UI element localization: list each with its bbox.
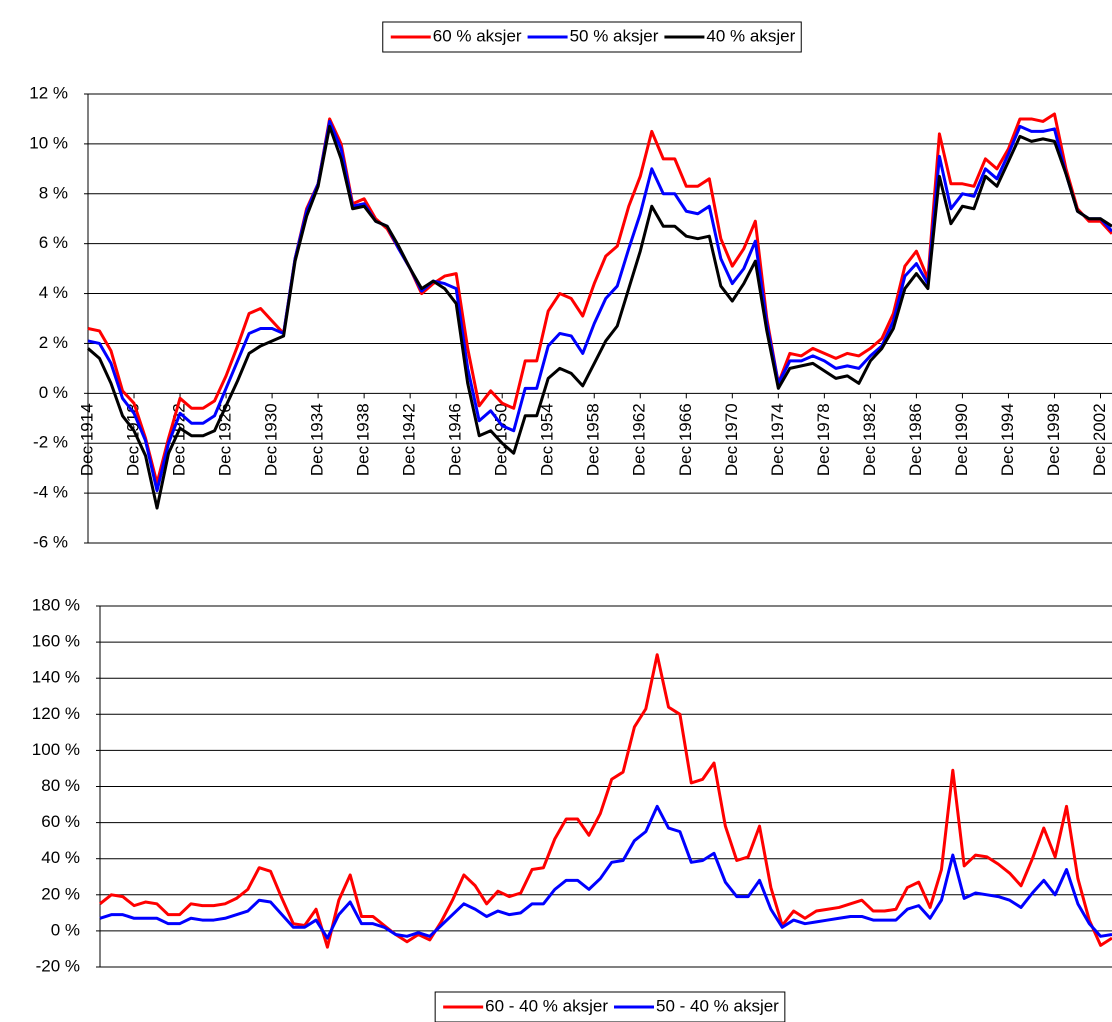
x-tick-label: Dec 1926: [216, 403, 235, 476]
legend-label: 40 % aksjer: [706, 26, 795, 45]
y-tick-label: 0 %: [39, 383, 68, 402]
legend-box: [434, 991, 786, 1022]
y-tick-label: 12 %: [29, 83, 68, 102]
legend-box: [382, 21, 802, 53]
y-tick-label: -2 %: [33, 433, 68, 452]
x-tick-label: Dec 1974: [768, 403, 787, 476]
x-tick-label: Dec 1982: [860, 403, 879, 476]
y-tick-label: 0 %: [51, 920, 80, 939]
x-tick-label: Dec 1950: [492, 403, 511, 476]
x-tick-label: Dec 1930: [262, 403, 281, 476]
x-tick-label: Dec 1962: [630, 403, 649, 476]
x-tick-label: Dec 2002: [1090, 403, 1109, 476]
x-tick-label: Dec 1994: [998, 403, 1017, 476]
data-line: [99, 653, 1112, 949]
data-line: [87, 119, 1112, 493]
legend-label: 60 - 40 % aksjer: [485, 996, 608, 1015]
y-tick-label: -20 %: [36, 956, 80, 975]
x-tick-label: Dec 1958: [584, 403, 603, 476]
x-tick-label: Dec 1938: [354, 403, 373, 476]
y-tick-label: -4 %: [33, 483, 68, 502]
x-tick-label: Dec 1914: [77, 403, 96, 476]
x-tick-label: Dec 1986: [906, 403, 925, 476]
legend-label: 50 % aksjer: [570, 26, 659, 45]
data-line: [99, 804, 1112, 940]
y-tick-label: 120 %: [32, 704, 80, 723]
y-tick-label: 160 %: [32, 632, 80, 651]
y-tick-label: 6 %: [39, 233, 68, 252]
y-tick-label: 180 %: [32, 595, 80, 614]
y-tick-label: 60 %: [41, 812, 80, 831]
y-tick-label: 8 %: [39, 183, 68, 202]
data-line: [87, 124, 1112, 510]
legend-label: 60 % aksjer: [433, 26, 522, 45]
y-tick-label: 10 %: [29, 133, 68, 152]
y-tick-label: 80 %: [41, 776, 80, 795]
x-tick-label: Dec 1966: [676, 403, 695, 476]
x-tick-label: Dec 1998: [1044, 403, 1063, 476]
x-tick-label: Dec 1978: [814, 403, 833, 476]
legend-label: 50 - 40 % aksjer: [656, 996, 779, 1015]
y-tick-label: 100 %: [32, 740, 80, 759]
y-tick-label: 20 %: [41, 884, 80, 903]
x-tick-label: Dec 1934: [308, 403, 327, 476]
x-tick-label: Dec 1970: [722, 403, 741, 476]
y-tick-label: 4 %: [39, 283, 68, 302]
x-tick-label: Dec 1954: [538, 403, 557, 476]
y-tick-label: 140 %: [32, 668, 80, 687]
y-tick-label: 2 %: [39, 333, 68, 352]
x-tick-label: Dec 1946: [446, 403, 465, 476]
data-line: [87, 112, 1112, 485]
y-tick-label: 40 %: [41, 848, 80, 867]
y-tick-label: -6 %: [33, 532, 68, 551]
x-tick-label: Dec 1990: [952, 403, 971, 476]
x-tick-label: Dec 1942: [400, 403, 419, 476]
